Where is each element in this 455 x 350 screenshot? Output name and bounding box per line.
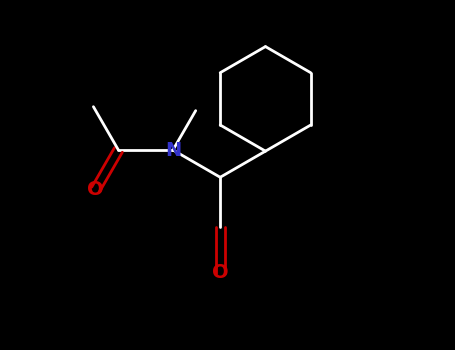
Text: O: O (212, 263, 228, 282)
Text: O: O (87, 180, 104, 199)
Text: N: N (165, 140, 181, 160)
